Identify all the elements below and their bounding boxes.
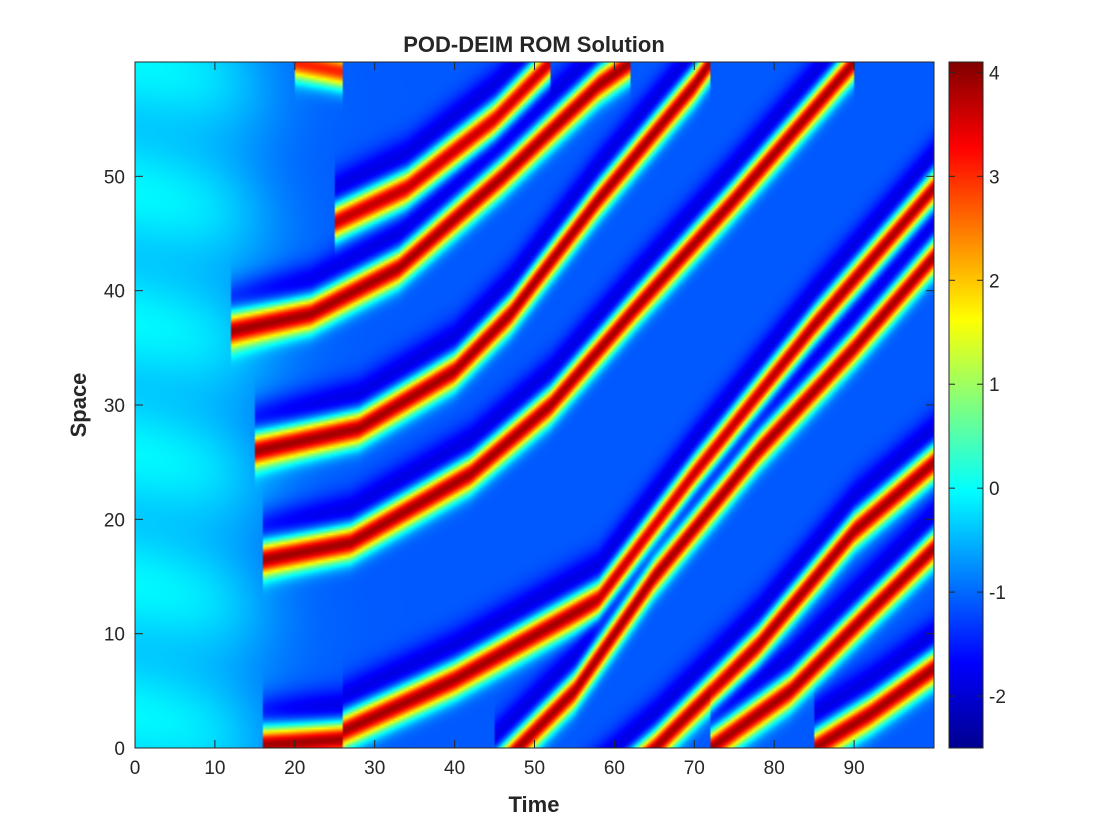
colorbar-tick-label: -2 <box>989 687 1006 708</box>
colorbar-ticks: -2 -1 0 1 2 3 4 <box>949 63 1006 708</box>
y-tick-label: 10 <box>104 625 125 646</box>
colorbar-tick-label: 1 <box>989 375 1000 396</box>
x-tick-label: 40 <box>444 758 465 779</box>
y-tick-label: 50 <box>104 167 125 188</box>
x-axis-label: Time <box>509 792 560 817</box>
colorbar: -2 -1 0 1 2 3 4 <box>948 61 1006 749</box>
plot-area <box>134 61 935 749</box>
colorbar-tick-label: 0 <box>989 479 1000 500</box>
y-tick-label: 0 <box>114 739 125 760</box>
x-tick-label: 90 <box>844 758 865 779</box>
x-tick-label: 70 <box>684 758 705 779</box>
x-tick-label: 0 <box>130 758 141 779</box>
x-axis: 0 10 20 30 40 50 60 70 80 90 <box>130 62 865 779</box>
colorbar-tick-label: 3 <box>989 167 1000 188</box>
x-tick-label: 10 <box>204 758 225 779</box>
x-tick-label: 20 <box>284 758 305 779</box>
x-tick-label: 60 <box>604 758 625 779</box>
y-axis: 0 10 20 30 40 50 <box>104 167 934 760</box>
colorbar-tick-label: 4 <box>989 63 1000 84</box>
y-tick-label: 20 <box>104 510 125 531</box>
colorbar-tick-label: -1 <box>989 583 1006 604</box>
y-tick-label: 40 <box>104 282 125 303</box>
colorbar-gradient <box>948 61 984 749</box>
heatmap-image <box>135 62 934 748</box>
y-tick-label: 30 <box>104 396 125 417</box>
colorbar-tick-label: 2 <box>989 271 1000 292</box>
x-tick-label: 80 <box>764 758 785 779</box>
chart-title: POD-DEIM ROM Solution <box>403 32 665 57</box>
x-tick-label: 30 <box>364 758 385 779</box>
x-tick-label: 50 <box>524 758 545 779</box>
y-axis-label: Space <box>66 373 91 438</box>
